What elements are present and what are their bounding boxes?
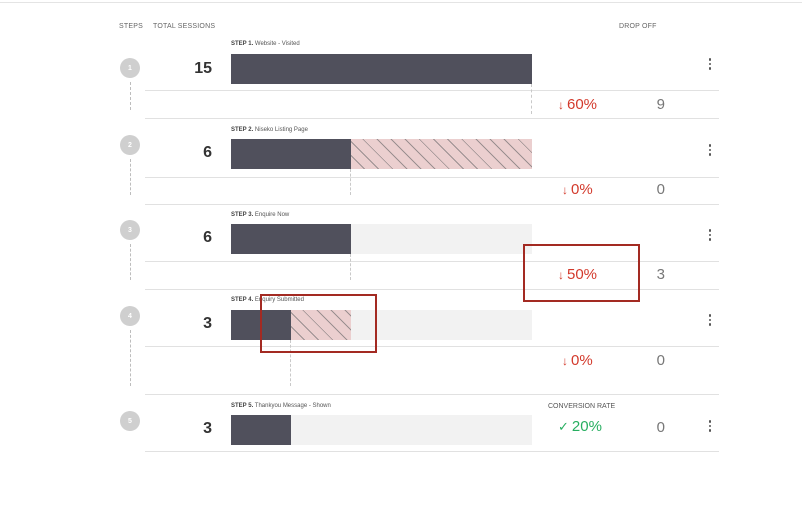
drop-off-count: 9 — [656, 96, 665, 113]
step-prefix: STEP 3. — [231, 212, 254, 218]
step-sessions: 3 — [203, 420, 212, 437]
drop-off-segment — [291, 310, 351, 340]
row-divider — [145, 261, 719, 262]
sessions-bar[interactable] — [231, 415, 291, 445]
step-connector — [130, 82, 131, 110]
header-total-sessions: TOTAL SESSIONS — [153, 23, 216, 30]
row-divider — [145, 177, 719, 178]
step-label: STEP 4. Enquiry Submitted — [231, 297, 304, 303]
drop-off-count: 0 — [656, 352, 665, 369]
highlight-box-bar-segment — [260, 294, 377, 353]
conversion-rate-label: CONVERSION RATE — [548, 403, 616, 410]
step-number-badge: 1 — [120, 58, 140, 78]
step-connector — [130, 330, 131, 386]
highlight-box-drop-off — [523, 244, 640, 302]
arrow-down-icon: ↓ — [562, 183, 568, 197]
step-prefix: STEP 5. — [231, 403, 254, 409]
check-icon: ✓ — [558, 419, 569, 434]
header-drop-off: DROP OFF — [619, 23, 657, 30]
row-divider — [145, 451, 719, 452]
row-divider — [145, 204, 719, 205]
drop-off-count: 3 — [656, 266, 665, 283]
sessions-bar[interactable] — [231, 139, 351, 169]
step-label: STEP 3. Enquire Now — [231, 212, 289, 218]
step-number-badge: 2 — [120, 135, 140, 155]
drop-off-percent: ↓ 50% — [558, 266, 597, 283]
step-prefix: STEP 1. — [231, 41, 254, 47]
drop-pct-value: 0% — [571, 352, 593, 369]
step-number-badge: 3 — [120, 220, 140, 240]
kebab-menu-icon[interactable] — [707, 419, 713, 433]
kebab-menu-icon[interactable] — [707, 228, 713, 242]
drop-pct-value: 60% — [567, 96, 598, 113]
step-sessions: 6 — [203, 229, 212, 246]
step-name: Niseko Listing Page — [254, 127, 308, 133]
step-name: Enquiry Submitted — [254, 297, 304, 303]
bar-end-guide — [350, 254, 351, 280]
step-prefix: STEP 2. — [231, 127, 254, 133]
drop-off-percent: ↓ 60% — [558, 96, 597, 113]
step-connector — [130, 244, 131, 280]
step-sessions: 3 — [203, 315, 212, 332]
bar-end-guide — [350, 169, 351, 195]
kebab-menu-icon[interactable] — [707, 143, 713, 157]
step-name: Thankyou Message - Shown — [254, 403, 331, 409]
conversion-rate: ✓ 20% — [558, 418, 602, 435]
step-label: STEP 1. Website - Visited — [231, 41, 300, 47]
arrow-down-icon: ↓ — [562, 354, 568, 368]
row-divider — [145, 346, 719, 347]
drop-off-percent: ↓ 0% — [562, 352, 593, 369]
step-number-badge: 5 — [120, 411, 140, 431]
drop-pct-value: 50% — [567, 266, 598, 283]
row-divider — [145, 90, 719, 91]
drop-off-count: 0 — [656, 419, 665, 436]
step-label: STEP 5. Thankyou Message - Shown — [231, 403, 331, 409]
drop-off-segment — [351, 139, 532, 169]
arrow-down-icon: ↓ — [558, 98, 564, 112]
step-prefix: STEP 4. — [231, 297, 254, 303]
drop-pct-value: 0% — [571, 181, 593, 198]
step-label: STEP 2. Niseko Listing Page — [231, 127, 308, 133]
step-name: Enquire Now — [254, 212, 290, 218]
bar-end-guide — [290, 340, 291, 386]
row-divider — [145, 289, 719, 290]
arrow-down-icon: ↓ — [558, 268, 564, 282]
drop-off-percent: ↓ 0% — [562, 181, 593, 198]
step-connector — [130, 159, 131, 195]
top-divider — [0, 2, 802, 3]
step-name: Website - Visited — [254, 41, 300, 47]
row-divider — [145, 118, 719, 119]
row-divider — [145, 394, 719, 395]
step-sessions: 6 — [203, 144, 212, 161]
kebab-menu-icon[interactable] — [707, 313, 713, 327]
drop-off-count: 0 — [656, 181, 665, 198]
bar-end-guide — [531, 84, 532, 114]
step-number-badge: 4 — [120, 306, 140, 326]
step-sessions: 15 — [194, 60, 212, 77]
conversion-pct-value: 20% — [571, 418, 602, 435]
kebab-menu-icon[interactable] — [707, 57, 713, 71]
sessions-bar[interactable] — [231, 54, 532, 84]
sessions-bar[interactable] — [231, 224, 351, 254]
header-steps: STEPS — [119, 23, 143, 30]
